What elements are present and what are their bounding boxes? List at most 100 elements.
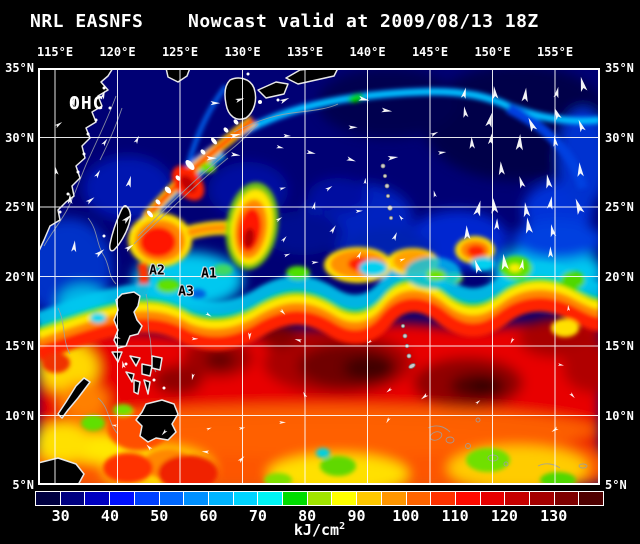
- current-vector-arrow: [550, 224, 557, 238]
- current-vector-arrow: [460, 87, 466, 99]
- current-vector-arrow: [279, 308, 286, 315]
- current-vector-arrow: [474, 259, 483, 274]
- ohc-field-map: [38, 68, 600, 485]
- latitude-label-left: 30°N: [5, 130, 34, 145]
- current-vector-arrow: [487, 133, 493, 145]
- current-vector-arrow: [280, 236, 287, 243]
- current-vector-arrow: [577, 162, 584, 177]
- current-vector-arrow: [201, 450, 210, 454]
- landmass-borneo: [38, 457, 85, 485]
- colorbar-tick-label: 100: [392, 507, 420, 525]
- landmass-korea: [165, 68, 191, 83]
- longitude-label: 125°E: [161, 45, 199, 59]
- latitude-label-left: 15°N: [5, 339, 34, 353]
- latitude-label-left: 20°N: [5, 269, 34, 284]
- current-vector-arrow: [433, 190, 437, 198]
- current-vector-arrow: [275, 217, 283, 223]
- current-vector-arrow: [294, 339, 303, 343]
- current-vector-arrow: [191, 337, 199, 341]
- latitude-label-right: 20°N: [605, 269, 634, 284]
- current-vector-arrow: [464, 225, 471, 240]
- current-vector-arrow: [386, 417, 391, 424]
- map-border: [38, 68, 600, 485]
- product-name: NRL EASNFS: [30, 11, 144, 32]
- current-vector-arrow: [161, 429, 168, 436]
- colorbar-segment: [505, 492, 530, 505]
- current-vector-arrow: [546, 174, 553, 189]
- current-vector-arrow: [113, 335, 121, 339]
- current-vector-arrow: [567, 304, 571, 312]
- current-vector-arrow: [133, 135, 140, 145]
- current-vector-arrow: [54, 122, 63, 129]
- colorbar-tick-label: 50: [150, 507, 169, 525]
- colorbar-segment: [307, 492, 332, 505]
- current-vector-arrow: [283, 133, 292, 138]
- current-vector-arrow: [575, 198, 585, 215]
- current-vector-arrow: [528, 117, 538, 133]
- current-vector-arrow: [553, 135, 559, 147]
- current-vector-arrow: [346, 156, 356, 162]
- current-vector-arrow: [491, 198, 499, 214]
- current-vector-arrow: [356, 251, 362, 260]
- current-vector-arrow: [279, 97, 290, 104]
- landmass-mindanao: [135, 399, 179, 443]
- valid-time: valid at 2009/08/13 18Z: [278, 11, 539, 32]
- colorbar-segment: [381, 492, 406, 505]
- current-vector-arrow: [494, 218, 500, 230]
- current-vector-arrow: [580, 76, 588, 92]
- current-vector-arrow: [485, 112, 492, 128]
- map-canvas: [38, 68, 600, 485]
- current-vector-arrow: [235, 98, 245, 103]
- current-vector-arrow: [230, 152, 241, 157]
- current-vector-arrow: [229, 133, 241, 139]
- colorbar-tick-label: 80: [298, 507, 317, 525]
- colorbar-tick-label: 120: [490, 507, 518, 525]
- current-vector-arrow: [525, 217, 533, 234]
- unit-text: kJ/cm: [293, 521, 340, 539]
- current-vector-arrow: [510, 337, 515, 344]
- colorbar-segment: [85, 492, 110, 505]
- current-vector-arrow: [85, 197, 95, 205]
- latitude-label-right: 30°N: [605, 130, 634, 145]
- unit-exponent: 2: [339, 521, 346, 532]
- colorbar-segment: [283, 492, 307, 505]
- current-vector-arrow: [475, 400, 481, 405]
- current-vector-arrow: [206, 427, 212, 431]
- current-vector-arrow: [348, 125, 358, 130]
- current-vector-arrow: [473, 200, 481, 217]
- current-vector-arrow: [125, 175, 131, 188]
- landmass-taiwan: [109, 205, 132, 252]
- landmass-shikoku: [257, 81, 289, 99]
- current-vector-arrow: [515, 134, 523, 151]
- current-vector-arrow: [469, 136, 475, 149]
- current-vector-arrow: [100, 90, 105, 100]
- current-vector-arrow: [399, 258, 406, 262]
- current-vector-arrow: [463, 106, 469, 118]
- longitude-label: 135°E: [286, 45, 324, 59]
- colorbar-segment: [233, 492, 258, 505]
- current-vector-arrow: [519, 258, 524, 270]
- colorbar-segment: [332, 492, 357, 505]
- colorbar-tick-label: 110: [441, 507, 469, 525]
- latitude-label-left: 25°N: [5, 200, 34, 214]
- current-vector-arrow: [546, 196, 553, 210]
- colorbar: [35, 491, 604, 506]
- colorbar-tick-label: 60: [199, 507, 218, 525]
- colorbar-segment: [258, 492, 283, 505]
- latitude-label-right: 10°N: [605, 408, 634, 423]
- current-vector-arrow: [311, 261, 319, 265]
- colorbar-tick-label: 130: [540, 507, 568, 525]
- colorbar-tick-label: 70: [248, 507, 267, 525]
- current-vector-arrow: [329, 225, 336, 234]
- current-vector-arrow: [146, 444, 153, 451]
- colorbar-tick-label: 90: [347, 507, 366, 525]
- colorbar-segment: [159, 492, 184, 505]
- colorbar-tick-label: 30: [51, 507, 70, 525]
- current-vector-arrow: [551, 426, 559, 433]
- colorbar-segment: [60, 492, 85, 505]
- current-vector-arrow: [279, 187, 287, 191]
- longitude-label: 115°E: [36, 45, 74, 59]
- current-vector-arrow: [121, 214, 132, 225]
- colorbar-segment: [208, 492, 233, 505]
- current-vector-arrow: [306, 149, 316, 154]
